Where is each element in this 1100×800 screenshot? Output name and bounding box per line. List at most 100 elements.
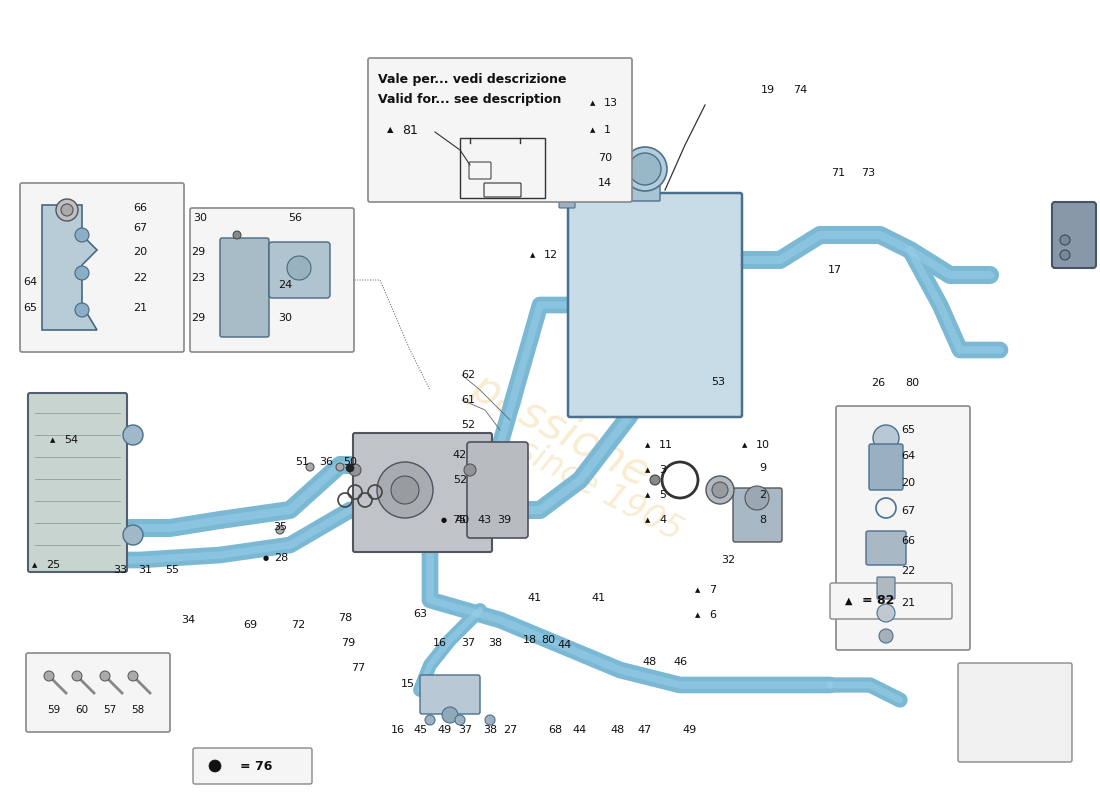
Text: 81: 81 xyxy=(402,123,418,137)
Text: 37: 37 xyxy=(461,638,475,648)
Circle shape xyxy=(276,526,284,534)
Text: 59: 59 xyxy=(47,705,60,715)
Text: 36: 36 xyxy=(319,457,333,467)
Text: Valid for... see description: Valid for... see description xyxy=(378,94,561,106)
Text: 71: 71 xyxy=(830,168,845,178)
Text: 67: 67 xyxy=(901,506,915,516)
Circle shape xyxy=(1060,250,1070,260)
FancyBboxPatch shape xyxy=(733,488,782,542)
Circle shape xyxy=(1060,235,1070,245)
Text: 48: 48 xyxy=(642,657,657,667)
Text: ▲: ▲ xyxy=(646,517,651,523)
Text: 23: 23 xyxy=(191,273,205,283)
FancyBboxPatch shape xyxy=(869,444,903,490)
Text: 5: 5 xyxy=(659,490,666,500)
Text: 22: 22 xyxy=(133,273,147,283)
Text: 3: 3 xyxy=(659,465,666,475)
Text: 51: 51 xyxy=(295,457,309,467)
FancyBboxPatch shape xyxy=(270,242,330,298)
Text: 37: 37 xyxy=(458,725,472,735)
Text: 20: 20 xyxy=(133,247,147,257)
Text: 40: 40 xyxy=(455,515,469,525)
Text: 66: 66 xyxy=(901,536,915,546)
FancyBboxPatch shape xyxy=(866,531,906,565)
FancyBboxPatch shape xyxy=(192,748,312,784)
FancyBboxPatch shape xyxy=(958,663,1072,762)
Text: ▲: ▲ xyxy=(591,100,596,106)
FancyBboxPatch shape xyxy=(568,193,742,417)
FancyBboxPatch shape xyxy=(559,196,575,208)
FancyBboxPatch shape xyxy=(468,442,528,538)
Circle shape xyxy=(377,462,433,518)
Text: 49: 49 xyxy=(438,725,452,735)
Text: ▲: ▲ xyxy=(530,252,536,258)
Text: 65: 65 xyxy=(23,303,37,313)
Text: 29: 29 xyxy=(191,247,205,257)
Circle shape xyxy=(75,228,89,242)
Circle shape xyxy=(44,671,54,681)
Text: ▲: ▲ xyxy=(845,596,853,606)
Text: 38: 38 xyxy=(483,725,497,735)
Text: ▲: ▲ xyxy=(387,126,394,134)
Circle shape xyxy=(745,486,769,510)
FancyBboxPatch shape xyxy=(877,577,895,599)
FancyBboxPatch shape xyxy=(26,653,170,732)
Circle shape xyxy=(455,715,465,725)
Text: 41: 41 xyxy=(591,593,605,603)
Text: 79: 79 xyxy=(341,638,355,648)
Text: 46: 46 xyxy=(673,657,688,667)
Text: 80: 80 xyxy=(541,635,556,645)
Text: 27: 27 xyxy=(503,725,517,735)
Text: 80: 80 xyxy=(905,378,920,388)
Text: = 82: = 82 xyxy=(862,594,894,607)
Circle shape xyxy=(336,463,344,471)
Text: 55: 55 xyxy=(165,565,179,575)
FancyBboxPatch shape xyxy=(630,171,660,201)
FancyBboxPatch shape xyxy=(420,675,480,714)
Text: 11: 11 xyxy=(659,440,673,450)
Text: 18: 18 xyxy=(522,635,537,645)
Text: 73: 73 xyxy=(861,168,876,178)
Circle shape xyxy=(209,760,221,772)
FancyBboxPatch shape xyxy=(220,238,270,337)
Text: ●: ● xyxy=(441,517,447,523)
FancyBboxPatch shape xyxy=(28,393,126,572)
Text: 19: 19 xyxy=(761,85,776,95)
Text: 30: 30 xyxy=(278,313,292,323)
Text: 74: 74 xyxy=(793,85,807,95)
Text: 12: 12 xyxy=(544,250,558,260)
FancyBboxPatch shape xyxy=(836,406,970,650)
Circle shape xyxy=(233,231,241,239)
Text: 8: 8 xyxy=(759,515,767,525)
Text: 77: 77 xyxy=(351,663,365,673)
Text: 52: 52 xyxy=(461,420,475,430)
Polygon shape xyxy=(42,205,97,330)
FancyBboxPatch shape xyxy=(1052,202,1096,268)
Text: 60: 60 xyxy=(76,705,89,715)
Circle shape xyxy=(442,707,458,723)
Text: ▲: ▲ xyxy=(646,492,651,498)
Text: 16: 16 xyxy=(390,725,405,735)
Circle shape xyxy=(712,482,728,498)
Text: 75: 75 xyxy=(452,515,466,525)
Text: 62: 62 xyxy=(461,370,475,380)
Text: 33: 33 xyxy=(113,565,127,575)
Text: 42: 42 xyxy=(453,450,468,460)
Text: 69: 69 xyxy=(243,620,257,630)
Text: 65: 65 xyxy=(901,425,915,435)
FancyBboxPatch shape xyxy=(830,583,952,619)
Circle shape xyxy=(650,475,660,485)
Circle shape xyxy=(464,464,476,476)
Circle shape xyxy=(75,303,89,317)
Text: 47: 47 xyxy=(638,725,652,735)
Text: 15: 15 xyxy=(402,679,415,689)
Text: 16: 16 xyxy=(433,638,447,648)
Text: Vale per... vedi descrizione: Vale per... vedi descrizione xyxy=(378,74,566,86)
Text: 68: 68 xyxy=(548,725,562,735)
Text: 7: 7 xyxy=(710,585,716,595)
Text: 17: 17 xyxy=(828,265,843,275)
Text: 58: 58 xyxy=(131,705,144,715)
Text: 49: 49 xyxy=(683,725,697,735)
Circle shape xyxy=(485,715,495,725)
Text: 14: 14 xyxy=(598,178,612,188)
